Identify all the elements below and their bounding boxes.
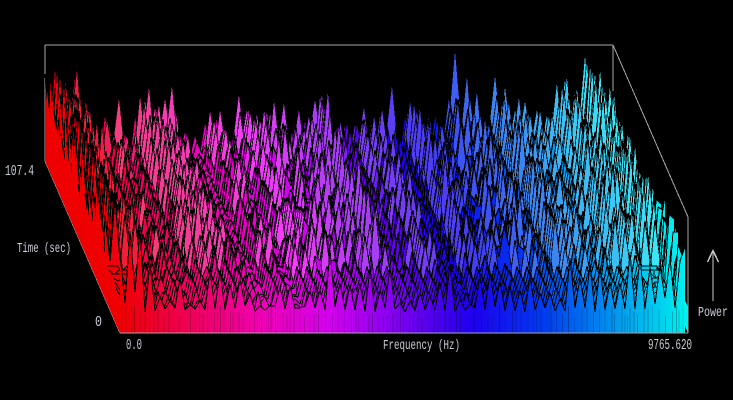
svg-text:Power: Power	[698, 306, 728, 321]
svg-text:Frequency (Hz): Frequency (Hz)	[383, 339, 460, 354]
svg-text:107.4: 107.4	[5, 163, 34, 180]
svg-text:0.0: 0.0	[126, 337, 142, 354]
svg-text:Time (sec): Time (sec)	[17, 242, 71, 257]
svg-text:9765.620: 9765.620	[648, 337, 692, 354]
svg-text:0: 0	[95, 314, 102, 331]
